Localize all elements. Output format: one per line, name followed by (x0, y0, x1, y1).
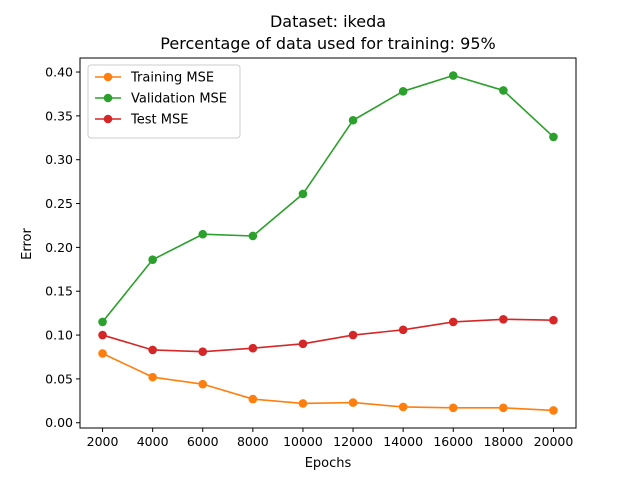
legend-label: Test MSE (130, 113, 188, 128)
data-point (298, 189, 308, 199)
legend-label: Training MSE (130, 71, 214, 86)
x-tick-label: 14000 (383, 434, 423, 449)
legend-box (87, 64, 241, 139)
chart-subtitle: Percentage of data used for training: 95… (160, 34, 495, 53)
y-axis-label: Error (20, 228, 35, 260)
x-tick-label: 8000 (237, 434, 269, 449)
plot-area: 2000 4000 6000 8000 10000 12000 14000 16000 1800… (45, 57, 577, 449)
data-point (499, 314, 508, 324)
series-line-3 (102, 318, 554, 353)
data-point (98, 317, 107, 327)
data-point (549, 315, 558, 325)
y-tick-label: 0.00 (45, 415, 73, 430)
data-point (398, 87, 408, 96)
y-tick-label: 0.40 (45, 65, 73, 80)
data-point (248, 394, 258, 404)
y-tick-label: 0.25 (45, 196, 73, 211)
data-point (198, 379, 208, 389)
data-point (198, 347, 208, 357)
x-tick-label: 20000 (534, 434, 574, 449)
data-point (499, 86, 508, 95)
data-point (98, 330, 107, 340)
data-point (448, 317, 458, 327)
data-point (148, 255, 157, 264)
data-point (549, 406, 558, 415)
data-point (448, 403, 458, 413)
legend: Training MSE Validation MSE Test MSE (87, 64, 241, 139)
x-tick-label: 4000 (137, 434, 169, 449)
data-point (499, 403, 508, 413)
data-point (98, 349, 107, 358)
x-axis-label: Epochs (305, 456, 352, 471)
data-point (348, 115, 358, 125)
data-point (448, 71, 458, 80)
axes-frame (79, 57, 577, 429)
legend-marker (103, 72, 113, 82)
x-tick-label: 10000 (283, 434, 323, 449)
legend-label: Validation MSE (131, 92, 227, 107)
series-line-2 (101, 74, 554, 323)
y-tick-label: 0.05 (45, 371, 73, 386)
legend-marker (103, 114, 113, 124)
y-tick-label: 0.10 (45, 328, 73, 343)
x-tick-label: 12000 (333, 434, 373, 449)
x-tick-label: 6000 (187, 434, 219, 449)
data-point (148, 372, 157, 382)
data-point (298, 339, 308, 349)
legend-marker (103, 93, 113, 103)
x-tick-label: 18000 (483, 434, 523, 449)
y-tick-label: 0.15 (45, 284, 73, 299)
data-point (398, 402, 408, 412)
data-point (348, 398, 358, 407)
data-point (148, 345, 157, 355)
data-point (248, 231, 258, 241)
data-point (549, 132, 558, 142)
data-point (248, 343, 258, 353)
y-tick-label: 0.30 (45, 152, 73, 167)
series-line-1 (102, 352, 554, 412)
data-point (198, 229, 208, 239)
chart-title: Dataset: ikeda (270, 12, 386, 31)
data-point (298, 399, 308, 408)
y-tick-label: 0.20 (45, 240, 73, 255)
y-tick-label: 0.35 (45, 108, 73, 123)
x-tick-label: 2000 (87, 434, 119, 449)
x-tick-label: 16000 (433, 434, 473, 449)
data-point (348, 330, 358, 340)
data-point (398, 325, 408, 335)
